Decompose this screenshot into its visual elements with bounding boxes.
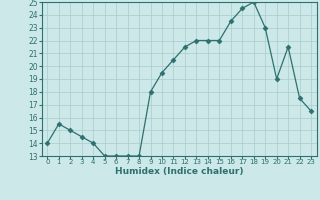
X-axis label: Humidex (Indice chaleur): Humidex (Indice chaleur) — [115, 167, 244, 176]
